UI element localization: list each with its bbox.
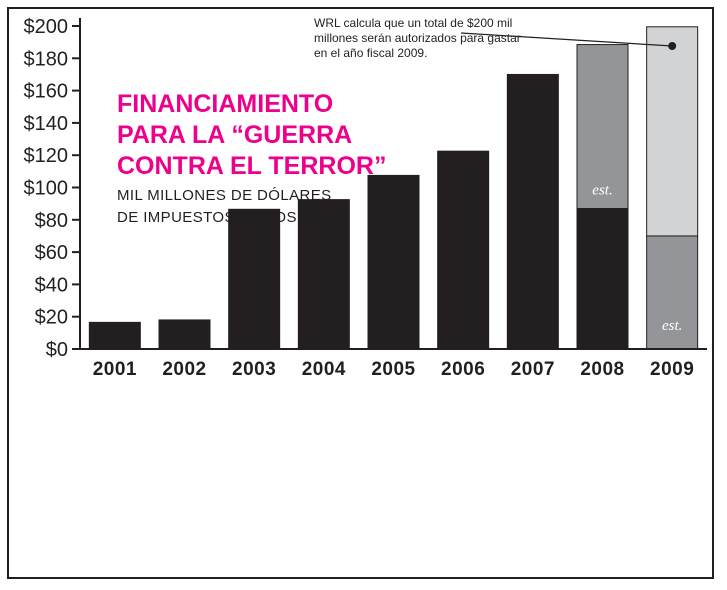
x-tick-label: 2007 [511, 359, 555, 380]
annotation-line-1: WRL calcula que un total de $200 mil [314, 16, 512, 30]
bars: est. est. [88, 26, 699, 350]
bar-2002-segment-1 [158, 319, 211, 350]
x-tick-label: 2004 [302, 359, 346, 380]
y-tick-label: $80 [35, 210, 68, 232]
chart-title-line-2: PARA LA “GUERRA [117, 121, 352, 149]
x-tick-label: 2005 [371, 359, 415, 380]
x-axis-labels: 2001 2002 2003 2004 2005 2006 2007 2008 2009 [93, 359, 694, 380]
y-tick-label: $100 [24, 178, 69, 200]
bar-2005-segment-1 [367, 174, 420, 350]
x-tick-label: 2003 [232, 359, 276, 380]
y-tick-label: $160 [24, 81, 69, 103]
y-tick-label: $120 [24, 145, 69, 167]
bar-2007-segment-1 [506, 73, 559, 350]
bar-2008-segment-1 [576, 207, 629, 350]
bar-2001-segment-1 [88, 321, 141, 350]
chart-title-line-3: CONTRA EL TERROR” [117, 152, 386, 180]
bar-2003-segment-1 [228, 208, 281, 350]
chart-title-line-1: FINANCIAMIENTO [117, 90, 333, 118]
estimate-label-2008: est. [592, 182, 612, 198]
x-tick-label: 2009 [650, 359, 694, 380]
annotation-line-3: en el año fiscal 2009. [314, 46, 427, 60]
x-tick-label: 2002 [162, 359, 206, 380]
y-tick-label: $60 [35, 242, 68, 264]
bar-2006-segment-1 [437, 150, 490, 350]
y-tick-label: $20 [35, 307, 68, 329]
annotation-line-2: millones serán autorizados para gastar [314, 31, 521, 45]
bar-2008-segment-2 [576, 44, 629, 209]
chart-subtitle-line-1: MIL MILLONES DE DÓLARES [117, 187, 332, 204]
annotation-marker [668, 42, 677, 50]
x-tick-label: 2001 [93, 359, 137, 380]
y-tick-label: $0 [46, 339, 68, 361]
y-tick-label: $40 [35, 274, 68, 296]
y-tick-label: $140 [24, 113, 69, 135]
estimate-label-2009: est. [662, 318, 682, 334]
bar-2009-segment-3 [646, 26, 699, 237]
y-axis-ticks: $0 $20 $40 $60 $80 $100 $120 $140 $160 $180 $200 [24, 16, 80, 361]
y-tick-label: $200 [24, 16, 69, 38]
annotation-leader-line [460, 32, 673, 47]
bar-2004-segment-1 [297, 199, 350, 350]
y-tick-label: $180 [24, 48, 69, 70]
x-tick-label: 2008 [580, 359, 624, 380]
annotation: WRL calcula que un total de $200 mil mil… [314, 16, 677, 60]
x-tick-label: 2006 [441, 359, 485, 380]
chart-subtitle-line-2: DE IMPUESTOS EN LOS EEUU [117, 209, 345, 226]
